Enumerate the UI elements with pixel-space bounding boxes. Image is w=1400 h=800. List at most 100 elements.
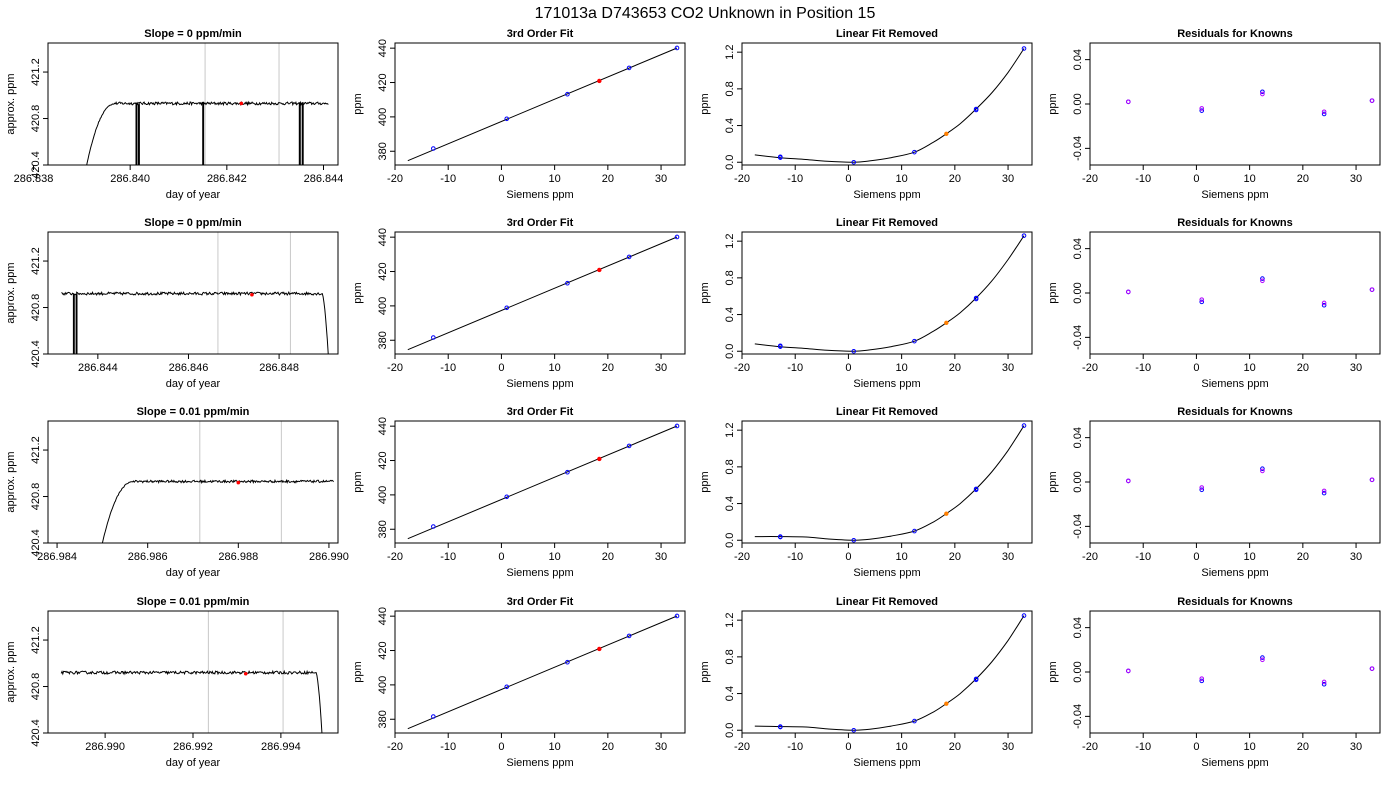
known-standard-point [674, 613, 680, 619]
known-standard-point [1021, 613, 1027, 618]
plot-frame [741, 42, 1033, 166]
known-standard-point [851, 537, 857, 543]
x-tick-label: 0 [498, 741, 504, 753]
x-tick-label: 10 [549, 741, 561, 753]
x-tick-label: 286.994 [261, 741, 301, 753]
known-standard-point [431, 335, 436, 340]
panel-r2c0: Slope = 0.01 ppm/min 286.984 286.986 286.98… [5, 406, 349, 579]
known-standard-point [778, 155, 783, 160]
residual-point [1321, 679, 1327, 685]
x-tick-label: -20 [1082, 362, 1098, 374]
known-standard-point [912, 149, 917, 155]
known-standard-point [626, 633, 632, 639]
known-standard-point [973, 296, 979, 302]
x-tick-label: 0 [1193, 173, 1199, 185]
panel-title: Slope = 0.01 ppm/min [137, 596, 250, 608]
y-tick-label: 0.8 [724, 649, 736, 664]
y-tick-label: 0.0 [724, 723, 736, 738]
residual-point [1199, 108, 1205, 113]
known-standard-point [973, 487, 979, 493]
x-tick-label: 0 [498, 551, 504, 563]
known-standard-point [626, 254, 632, 260]
fit-curve [754, 615, 1025, 731]
x-tick-label: 20 [602, 551, 614, 563]
unknown-sample-point [944, 511, 949, 516]
sample-marker [239, 101, 244, 106]
residual-point [1321, 490, 1327, 496]
panel-r3c0: Slope = 0.01 ppm/min 286.990 286.992 286.99… [5, 596, 339, 769]
x-tick-label: 286.988 [218, 551, 258, 563]
x-tick-label: 10 [1244, 741, 1256, 753]
panel-title: 3rd Order Fit [507, 406, 574, 418]
x-tick-label: 286.840 [110, 173, 150, 185]
residual-point [1126, 289, 1131, 295]
y-tick-label: 0.04 [1072, 238, 1084, 259]
y-tick-label: 0.00 [1072, 471, 1084, 492]
x-tick-label: -20 [1082, 551, 1098, 563]
x-tick-label: 30 [1002, 362, 1014, 374]
fit-curve [754, 235, 1025, 352]
plot-frame [1089, 42, 1381, 166]
x-tick-label: 10 [1244, 173, 1256, 185]
x-tick-label: 20 [1297, 362, 1309, 374]
unknown-sample-point [944, 320, 949, 326]
y-tick-label: 421.2 [30, 247, 42, 275]
plot-area [1126, 655, 1375, 687]
x-tick-label: 30 [655, 362, 667, 374]
x-tick-label: 10 [896, 173, 908, 185]
residual-point [1260, 91, 1265, 97]
known-standard-point [626, 443, 632, 449]
panel-r2c3: Residuals for Knowns -20 -10 0 10 20 30 -0.04 0.… [1047, 406, 1381, 579]
known-standard-point [431, 524, 436, 529]
residual-point [1199, 297, 1205, 302]
residual-point [1321, 109, 1327, 115]
x-axis-label: Siemens ppm [506, 189, 573, 201]
x-tick-label: 30 [655, 741, 667, 753]
y-tick-label: 440 [377, 228, 389, 246]
y-tick-label: 0.8 [724, 81, 736, 96]
sample-marker [236, 480, 241, 485]
y-axis-label: approx. ppm [5, 451, 17, 512]
concentration-trace [60, 669, 323, 733]
residual-point [1199, 678, 1205, 684]
panel-title: Linear Fit Removed [836, 217, 938, 229]
known-standard-point [565, 659, 570, 665]
x-tick-label: 286.984 [37, 551, 77, 563]
x-tick-label: -20 [1082, 741, 1098, 753]
residual-point [1321, 111, 1327, 117]
x-axis-label: Siemens ppm [506, 567, 573, 579]
x-tick-label: 20 [949, 362, 961, 374]
residual-point [1369, 287, 1375, 292]
plot-frame [1089, 420, 1381, 544]
unknown-sample-point [597, 267, 602, 273]
panel-title: Slope = 0 ppm/min [144, 28, 242, 40]
plot-frame [1089, 231, 1381, 355]
panel-r2c2: Linear Fit Removed -20 -10 0 10 20 30 0.0 0.4 0.8… [699, 406, 1033, 579]
x-axis-label: Siemens ppm [1201, 378, 1268, 390]
panel-title: 3rd Order Fit [507, 28, 574, 40]
y-tick-label: 0.00 [1072, 661, 1084, 682]
y-tick-label: 420.4 [30, 151, 42, 179]
y-axis-label: approx. ppm [5, 641, 17, 702]
plot-area [1126, 466, 1375, 496]
x-tick-label: 20 [602, 173, 614, 185]
x-tick-label: 10 [896, 741, 908, 753]
y-tick-label: 380 [377, 331, 389, 349]
x-tick-label: 0 [845, 173, 851, 185]
x-axis-label: day of year [166, 757, 221, 769]
y-tick-label: 420 [377, 262, 389, 280]
known-standard-point [973, 677, 979, 683]
residual-point [1260, 89, 1265, 95]
panel-title: Linear Fit Removed [836, 406, 938, 418]
known-standard-point [1021, 46, 1027, 51]
known-standard-point [1021, 233, 1027, 238]
x-axis-label: Siemens ppm [506, 378, 573, 390]
y-tick-label: -0.04 [1072, 325, 1084, 350]
x-axis-label: Siemens ppm [1201, 189, 1268, 201]
residual-point [1126, 99, 1131, 105]
residual-point [1321, 302, 1327, 308]
x-tick-label: -20 [387, 741, 403, 753]
y-axis-label: approx. ppm [5, 262, 17, 323]
plot-area [754, 233, 1027, 354]
